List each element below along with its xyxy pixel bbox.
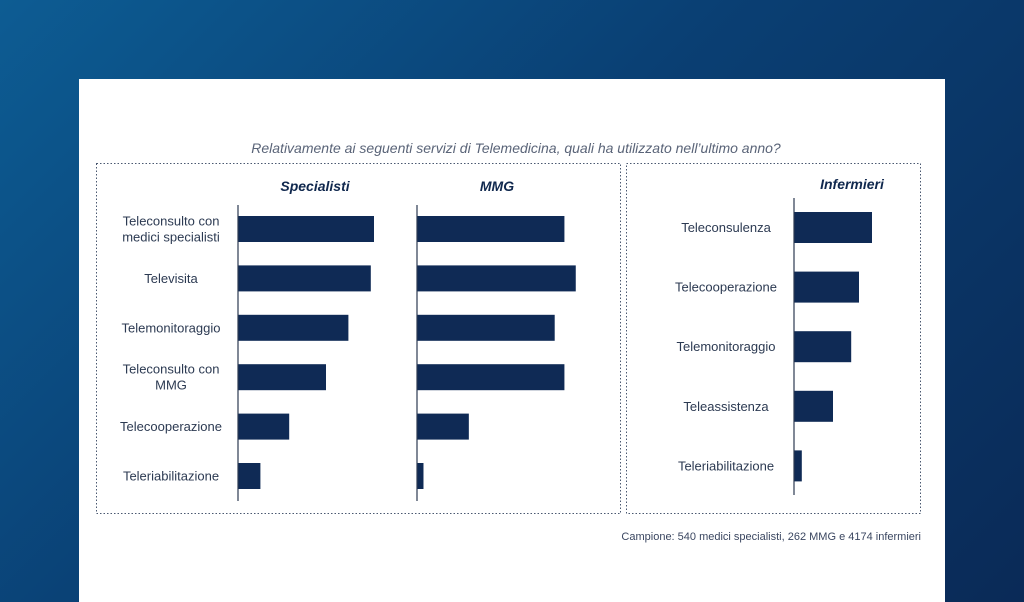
header-infermieri: Infermieri	[820, 176, 885, 192]
bar-specialisti-telecooperazione	[238, 413, 290, 440]
bar-specialisti-teleconsulto-con-medici-specialisti	[238, 216, 374, 242]
sample-note: Campione: 540 medici specialisti, 262 MM…	[621, 531, 921, 543]
header-specialisti: Specialisti	[280, 178, 350, 194]
bars-infermieri	[793, 198, 872, 495]
right-category-labels: Teleconsulenza Telecooperazione Telemonito…	[675, 220, 777, 473]
category-label-teleriabilitazione: Teleriabilitazione	[678, 458, 774, 473]
chart-svg: Relativamente ai seguenti servizi di Tel…	[96, 140, 921, 543]
category-label-telemonitoraggio: Telemonitoraggio	[676, 339, 775, 354]
bar-infermieri-telemonitoraggio	[794, 331, 852, 363]
category-label-televisita: Televisita	[144, 271, 198, 286]
chart-card: Relativamente ai seguenti servizi di Tel…	[79, 79, 945, 602]
bar-mmg-teleconsulto-con-medici-specialisti	[417, 216, 565, 242]
panel-frame-left	[96, 163, 621, 514]
chart-title: Relativamente ai seguenti servizi di Tel…	[251, 140, 781, 156]
bar-mmg-televisita	[417, 265, 576, 292]
category-label-teleconsulenza: Teleconsulenza	[681, 220, 771, 235]
bar-mmg-telemonitoraggio	[417, 314, 555, 341]
bar-mmg-telecooperazione	[417, 413, 469, 440]
bar-mmg-teleriabilitazione	[417, 463, 424, 489]
bar-infermieri-teleconsulenza	[794, 212, 872, 243]
category-label-teleconsulto-con-medici-specialisti-line-2: medici specialisti	[122, 230, 220, 245]
bar-infermieri-teleriabilitazione	[794, 450, 802, 482]
bars-mmg	[416, 205, 576, 501]
category-label-telemonitoraggio: Telemonitoraggio	[121, 320, 220, 335]
panel-frame-right	[626, 163, 921, 514]
bar-infermieri-teleassistenza	[794, 390, 833, 422]
category-label-teleconsulto-con-medici-specialisti-line-1: Teleconsulto con	[123, 214, 220, 229]
header-mmg: MMG	[480, 178, 514, 194]
bar-infermieri-telecooperazione	[794, 271, 859, 303]
bar-specialisti-teleriabilitazione	[238, 463, 261, 489]
bars-specialisti	[237, 205, 374, 501]
bar-specialisti-telemonitoraggio	[238, 314, 349, 341]
category-label-telecooperazione: Telecooperazione	[675, 280, 777, 295]
category-label-teleconsulto-con-mmg-line-1: Teleconsulto con	[123, 362, 220, 377]
category-label-teleriabilitazione: Teleriabilitazione	[123, 469, 219, 484]
bar-mmg-teleconsulto-con-mmg	[417, 364, 565, 391]
bar-specialisti-teleconsulto-con-mmg	[238, 364, 326, 391]
bar-specialisti-televisita	[238, 265, 371, 292]
category-label-teleconsulto-con-mmg-line-2: MMG	[155, 378, 187, 393]
category-label-teleassistenza: Teleassistenza	[683, 399, 769, 414]
category-label-telecooperazione: Telecooperazione	[120, 419, 222, 434]
